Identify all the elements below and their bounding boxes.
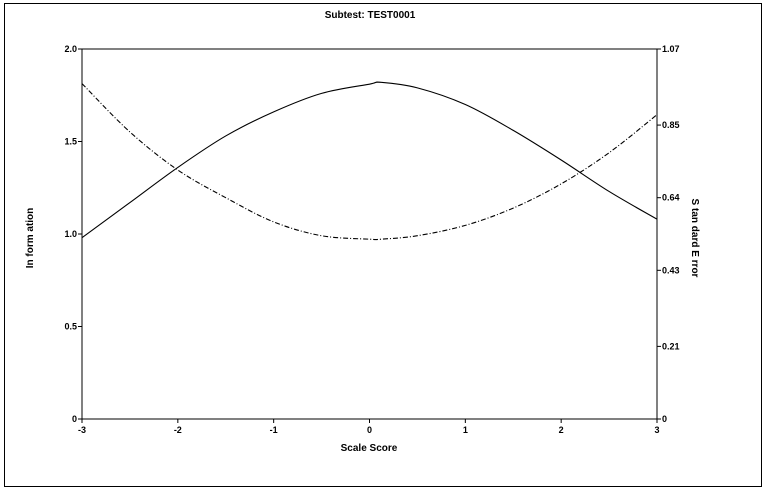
left-y-tick-label: 1.0 [64, 229, 77, 239]
x-tick-label: -2 [174, 425, 182, 435]
x-tick-label: -3 [78, 425, 86, 435]
plot-area [81, 48, 658, 420]
information-line [81, 81, 658, 239]
left-y-axis: 0 0.5 1.0 1.5 2.0 [64, 44, 82, 424]
x-tick-label: 3 [654, 425, 659, 435]
right-y-tick-label: 0.64 [662, 193, 680, 203]
x-axis-title: Scale Score [341, 443, 398, 454]
right-y-axis-title: S tan dard E rror [689, 199, 700, 278]
right-y-axis: 0 0.21 0.43 0.64 0.85 1.07 [657, 44, 680, 424]
left-y-tick-label: 0 [72, 414, 77, 424]
right-y-tick-label: 0.21 [662, 341, 680, 351]
x-tick-label: -1 [270, 425, 278, 435]
right-y-tick-label: 0 [662, 414, 667, 424]
x-axis: -3 -2 -1 0 1 2 3 [78, 419, 660, 435]
right-y-tick-label: 0.85 [662, 120, 680, 130]
left-y-tick-label: 0.5 [64, 322, 77, 332]
right-y-tick-label: 1.07 [662, 44, 680, 54]
left-y-tick-label: 1.5 [64, 137, 77, 147]
x-tick-label: 0 [367, 425, 372, 435]
standard-error-line [81, 83, 658, 241]
left-y-tick-label: 2.0 [64, 44, 77, 54]
series-layer [81, 81, 658, 241]
chart-title: Subtest: TEST0001 [325, 10, 416, 21]
chart-frame [4, 3, 762, 487]
x-tick-label: 1 [463, 425, 468, 435]
right-y-tick-label: 0.43 [662, 265, 680, 275]
x-tick-label: 2 [559, 425, 564, 435]
left-y-axis-title: In form ation [25, 208, 36, 269]
